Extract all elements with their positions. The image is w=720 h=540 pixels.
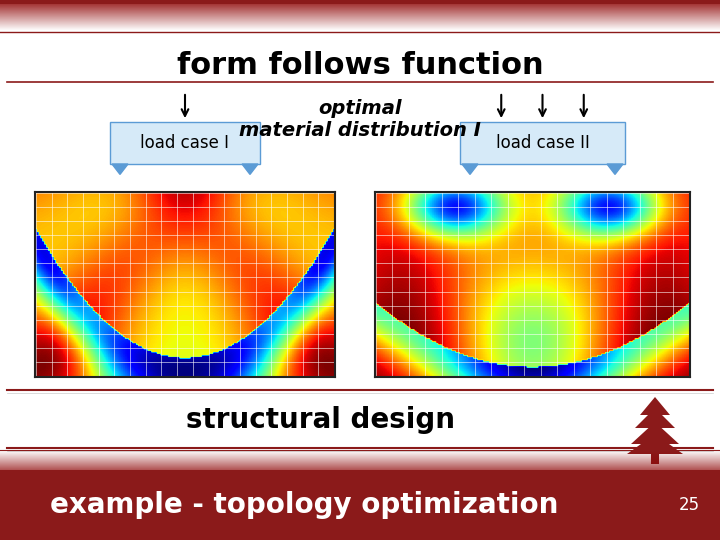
Bar	[0, 15, 720, 16]
Polygon shape	[462, 164, 478, 174]
Bar	[0, 17, 720, 18]
Text: structural design: structural design	[186, 406, 454, 434]
Bar	[0, 453, 720, 454]
Polygon shape	[635, 408, 675, 428]
Bar	[0, 451, 720, 452]
Bar	[460, 122, 625, 164]
Bar	[0, 21, 720, 22]
Bar	[0, 458, 720, 459]
Bar	[0, 467, 720, 468]
Polygon shape	[607, 164, 623, 174]
Bar	[0, 20, 720, 21]
Bar	[0, 11, 720, 12]
Bar	[0, 450, 720, 451]
Bar	[0, 3, 720, 4]
Bar	[0, 0, 720, 1]
Bar	[0, 28, 720, 29]
Bar	[0, 12, 720, 13]
Text: 25: 25	[679, 496, 700, 514]
Bar	[0, 457, 720, 458]
Bar	[0, 29, 720, 30]
Bar	[0, 454, 720, 455]
Bar	[0, 4, 720, 5]
Bar	[0, 13, 720, 14]
Bar	[0, 452, 720, 453]
Bar	[0, 1, 720, 2]
Text: load case II: load case II	[495, 134, 590, 152]
Bar	[0, 18, 720, 19]
Text: optimal: optimal	[318, 98, 402, 118]
Bar	[651, 454, 659, 464]
Bar	[0, 23, 720, 24]
Bar	[0, 461, 720, 462]
Bar	[0, 27, 720, 28]
Bar	[0, 469, 720, 470]
Bar	[0, 7, 720, 8]
Bar	[0, 459, 720, 460]
Bar	[0, 468, 720, 469]
Bar	[0, 19, 720, 20]
Bar	[0, 22, 720, 23]
Bar	[0, 2, 720, 3]
Polygon shape	[631, 422, 679, 444]
Bar	[0, 26, 720, 27]
Bar	[0, 9, 720, 10]
Text: material distribution I: material distribution I	[239, 122, 481, 140]
Bar	[0, 464, 720, 465]
Polygon shape	[640, 397, 670, 415]
Bar	[0, 456, 720, 457]
Bar	[0, 463, 720, 464]
Bar	[0, 14, 720, 15]
Bar	[0, 8, 720, 9]
Bar	[0, 16, 720, 17]
Bar	[0, 462, 720, 463]
Text: load case I: load case I	[140, 134, 230, 152]
Bar	[0, 465, 720, 466]
Polygon shape	[627, 434, 683, 454]
Polygon shape	[242, 164, 258, 174]
Bar	[110, 122, 260, 164]
Text: example - topology optimization: example - topology optimization	[50, 491, 559, 519]
Bar	[0, 0, 720, 4]
Text: form follows function: form follows function	[176, 51, 544, 79]
Bar	[0, 470, 720, 540]
Bar	[0, 466, 720, 467]
Bar	[0, 25, 720, 26]
Bar	[0, 6, 720, 7]
Bar	[0, 5, 720, 6]
Bar	[0, 24, 720, 25]
Bar	[0, 10, 720, 11]
Bar	[0, 455, 720, 456]
Bar	[0, 460, 720, 461]
Polygon shape	[112, 164, 128, 174]
